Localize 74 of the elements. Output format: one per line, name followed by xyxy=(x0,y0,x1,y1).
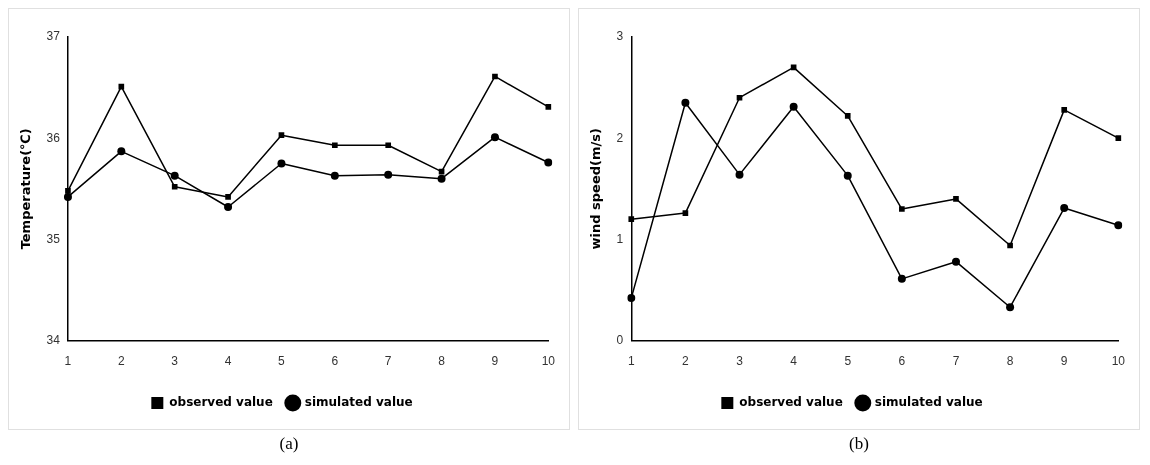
point xyxy=(897,274,906,283)
x-tick-label: 9 xyxy=(491,354,499,369)
legend-label: observed value xyxy=(739,395,843,410)
point xyxy=(224,203,233,212)
y-tick-label: 36 xyxy=(46,130,61,145)
legend-label: simulated value xyxy=(304,395,413,410)
point xyxy=(490,133,499,142)
x-tick-label: 5 xyxy=(278,354,286,369)
point xyxy=(225,194,231,200)
y-tick-label: 34 xyxy=(46,332,61,347)
point xyxy=(682,210,689,216)
point xyxy=(170,171,179,180)
point xyxy=(384,170,393,179)
point xyxy=(628,216,635,222)
point xyxy=(65,188,71,194)
x-tick-label: 10 xyxy=(541,354,556,369)
legend-label: observed value xyxy=(169,395,273,410)
point xyxy=(545,104,552,110)
point xyxy=(117,147,126,156)
point xyxy=(1060,204,1069,213)
point xyxy=(1061,107,1068,113)
point xyxy=(899,206,905,212)
point xyxy=(330,171,339,180)
x-tick-label: 4 xyxy=(790,354,798,369)
x-tick-label: 4 xyxy=(224,354,232,369)
x-tick-label: 6 xyxy=(331,354,339,369)
x-tick-label: 2 xyxy=(682,354,690,369)
x-tick-label: 3 xyxy=(171,354,179,369)
point xyxy=(736,94,743,101)
x-tick-label: 10 xyxy=(1111,354,1126,369)
x-tick-label: 3 xyxy=(736,354,744,369)
point xyxy=(735,170,744,179)
y-tick-label: 2 xyxy=(616,130,624,145)
x-tick-label: 8 xyxy=(1006,354,1014,369)
point xyxy=(278,132,285,138)
y-tick-label: 1 xyxy=(616,231,624,246)
point xyxy=(118,83,125,90)
point xyxy=(789,102,798,111)
point xyxy=(627,294,636,303)
point xyxy=(63,192,72,201)
y-axis-title: wind speed(m/s) xyxy=(588,128,604,250)
x-tick-label: 8 xyxy=(438,354,446,369)
point xyxy=(844,113,851,119)
point xyxy=(385,142,392,149)
x-tick-label: 7 xyxy=(952,354,960,369)
point xyxy=(332,142,338,149)
point xyxy=(951,257,960,266)
x-tick-label: 9 xyxy=(1060,354,1068,369)
x-tick-label: 2 xyxy=(117,354,125,369)
point xyxy=(1007,242,1013,249)
point xyxy=(681,98,690,107)
y-tick-label: 3 xyxy=(616,29,624,44)
x-tick-label: 1 xyxy=(64,354,72,369)
point xyxy=(277,159,286,168)
y-tick-label: 0 xyxy=(616,332,624,347)
point xyxy=(1114,221,1123,230)
point xyxy=(171,183,178,190)
x-tick-label: 6 xyxy=(898,354,906,369)
text: (b) xyxy=(848,434,870,454)
point xyxy=(843,171,852,180)
x-tick-label: 1 xyxy=(627,354,635,369)
y-tick-label: 35 xyxy=(46,231,61,246)
x-tick-label: 5 xyxy=(844,354,852,369)
point xyxy=(437,174,446,183)
text: (a) xyxy=(278,434,300,454)
y-axis-title: Temperature(℃) xyxy=(18,128,34,250)
point xyxy=(1006,303,1015,312)
x-tick-label: 7 xyxy=(384,354,392,369)
point xyxy=(492,73,498,80)
point xyxy=(953,196,959,202)
y-tick-label: 37 xyxy=(46,29,61,44)
point xyxy=(544,158,553,167)
point xyxy=(1115,135,1122,142)
legend-label: simulated value xyxy=(874,395,983,410)
